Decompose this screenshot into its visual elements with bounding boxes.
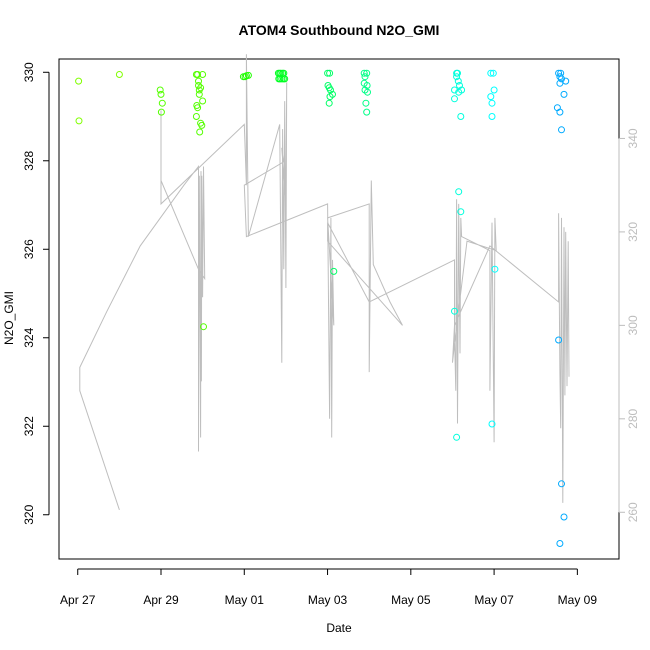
data-point — [195, 82, 202, 89]
y-tick-label: 322 — [22, 416, 36, 436]
data-point — [325, 99, 333, 107]
line-series-path — [79, 54, 570, 511]
data-point — [192, 113, 200, 120]
data-point — [363, 108, 371, 116]
data-point — [555, 336, 563, 344]
data-point — [451, 86, 458, 94]
point-series-layer — [75, 69, 570, 547]
data-point — [454, 77, 462, 85]
x-axis-label: Date — [326, 621, 352, 635]
data-point — [75, 77, 83, 85]
data-point — [156, 86, 164, 94]
data-point — [326, 93, 334, 101]
data-point — [241, 73, 249, 81]
right-y-tick-label: 300 — [626, 315, 640, 335]
data-point — [199, 97, 207, 105]
data-point — [488, 113, 496, 120]
data-point — [556, 73, 564, 81]
data-point — [157, 108, 165, 116]
x-axis: Apr 27 Apr 29 May 01 May 03 May 05 May 07 May … — [60, 568, 598, 607]
data-point — [158, 99, 166, 107]
data-point — [487, 69, 495, 77]
chart-title: ATOM4 Southbound N2O_GMI — [239, 22, 440, 38]
x-tick-label: Apr 27 — [60, 593, 96, 607]
data-point — [555, 69, 563, 77]
data-point — [195, 90, 203, 98]
y-tick-label: 328 — [22, 150, 36, 170]
data-point — [451, 307, 458, 315]
right-y-tick-label: 340 — [626, 128, 640, 148]
data-point — [456, 82, 463, 89]
data-point — [489, 69, 497, 77]
y-axis-label: N2O_GMI — [2, 291, 16, 345]
data-point — [457, 208, 465, 216]
data-point — [330, 267, 338, 275]
data-point — [487, 93, 495, 101]
data-point — [361, 73, 369, 81]
data-point — [488, 420, 496, 428]
data-point — [556, 108, 564, 116]
y-tick-label: 326 — [22, 239, 36, 259]
data-point — [558, 480, 565, 488]
x-tick-label: May 07 — [474, 593, 514, 607]
data-point — [562, 77, 570, 85]
data-point — [490, 86, 498, 94]
y-tick-label: 324 — [22, 327, 36, 347]
data-point — [363, 69, 371, 77]
data-point — [198, 121, 206, 129]
y-tick-label: 330 — [22, 62, 36, 82]
data-point — [327, 86, 334, 94]
data-point — [453, 73, 461, 81]
line-series-layer — [79, 54, 570, 511]
x-tick-label: Apr 29 — [143, 593, 179, 607]
data-point — [197, 84, 205, 92]
right-y-tick-label: 260 — [626, 502, 640, 522]
data-point — [491, 265, 499, 273]
data-point — [488, 99, 496, 107]
data-point — [75, 117, 83, 125]
data-point — [451, 95, 458, 103]
data-point — [455, 188, 463, 196]
data-point — [199, 71, 207, 78]
x-tick-label: May 09 — [558, 593, 598, 607]
data-point — [326, 69, 334, 77]
data-point — [556, 79, 564, 87]
data-point — [244, 71, 252, 79]
right-y-tick-label: 280 — [626, 408, 640, 428]
x-tick-label: May 05 — [391, 593, 431, 607]
x-tick-label: May 03 — [308, 593, 348, 607]
data-point — [324, 69, 332, 77]
data-point — [453, 433, 461, 441]
y-axis: 320 322 324 326 328 330 — [22, 62, 50, 525]
right-y-tick-label: 320 — [626, 222, 640, 242]
data-point — [200, 323, 207, 331]
x-tick-label: May 01 — [225, 593, 265, 607]
data-point — [195, 77, 202, 85]
data-point — [281, 75, 289, 83]
y-tick-label: 320 — [22, 504, 36, 524]
data-point — [455, 88, 463, 96]
plot-frame — [58, 58, 620, 560]
data-point — [360, 69, 368, 77]
data-point — [194, 71, 202, 78]
data-point — [196, 128, 204, 136]
data-point — [362, 99, 370, 107]
data-point — [457, 113, 465, 120]
data-point — [454, 69, 461, 77]
right-y-axis: 260 280 300 320 340 — [618, 128, 640, 522]
data-point — [194, 104, 202, 112]
data-point — [560, 90, 568, 98]
data-point — [363, 82, 371, 89]
data-point — [115, 71, 123, 78]
data-point — [364, 88, 371, 96]
data-point — [558, 75, 565, 83]
data-point — [157, 90, 165, 98]
data-point — [558, 126, 565, 134]
data-point — [560, 513, 568, 521]
data-point — [556, 540, 564, 547]
